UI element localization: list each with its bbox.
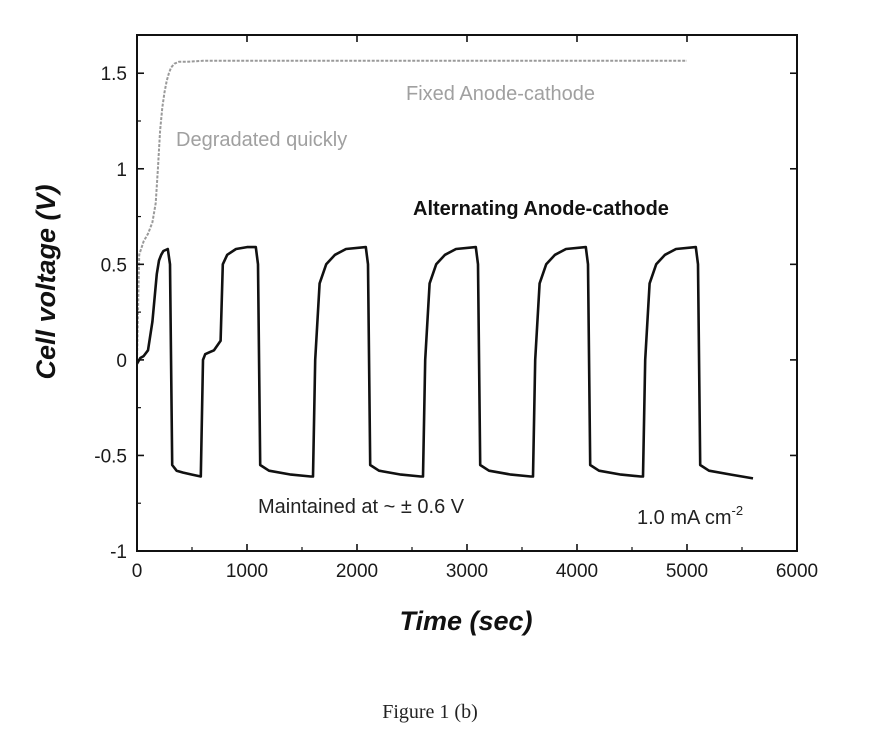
annotation-alternating: Alternating Anode-cathode xyxy=(413,198,669,220)
series-line-alternating xyxy=(135,245,754,480)
x-tick-label: 5000 xyxy=(666,561,708,582)
current-density-exponent: -2 xyxy=(731,503,743,518)
x-tick-label: 1000 xyxy=(226,561,268,582)
figure-caption: Figure 1 (b) xyxy=(382,701,478,723)
x-tick-label: 0 xyxy=(132,561,143,582)
annotation-maintained: Maintained at ~ ± 0.6 V xyxy=(258,496,465,518)
x-axis-title: Time (sec) xyxy=(399,606,532,636)
y-axis-title: Cell voltage (V) xyxy=(31,184,61,379)
annotation-fixed: Fixed Anode-cathode xyxy=(406,83,595,105)
y-tick-label: 1.5 xyxy=(101,64,127,85)
annotation-degraded: Degradated quickly xyxy=(176,129,347,151)
axes: 0 1000 2000 3000 4000 5000 6000 -1 -0.5 0 0.5 1 1.5 xyxy=(94,34,818,582)
current-density-value: 1.0 mA cm xyxy=(637,507,731,529)
y-tick-label: 0.5 xyxy=(101,255,127,276)
x-tick-label: 2000 xyxy=(336,561,378,582)
series-line-fixed xyxy=(136,59,687,360)
y-tick-label: -0.5 xyxy=(94,446,127,467)
annotation-current-density: 1.0 mA cm-2 xyxy=(637,503,743,529)
y-tick-label: 1 xyxy=(116,160,127,181)
x-tick-label: 6000 xyxy=(776,561,818,582)
x-tick-label: 4000 xyxy=(556,561,598,582)
y-tick-label: 0 xyxy=(116,351,127,372)
x-tick-label: 3000 xyxy=(446,561,488,582)
y-tick-label: -1 xyxy=(110,542,127,563)
plot-area xyxy=(135,59,754,480)
